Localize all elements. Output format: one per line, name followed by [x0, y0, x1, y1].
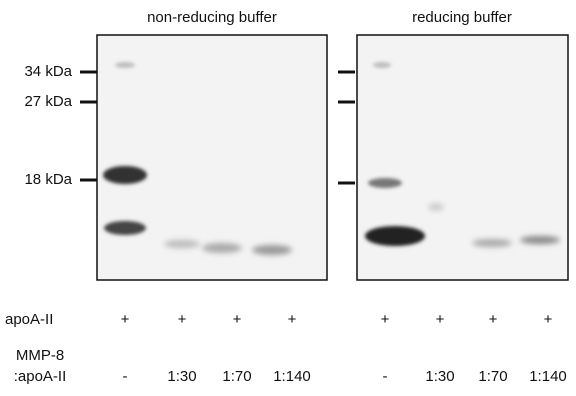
lane-label: 1:70 — [478, 368, 507, 385]
lane-label: + — [489, 311, 498, 328]
panel-title: non-reducing buffer — [147, 9, 277, 26]
lane-label: + — [121, 311, 130, 328]
lane-label: 1:140 — [529, 368, 567, 385]
gel-panel — [97, 35, 327, 280]
lane-label: 1:70 — [222, 368, 251, 385]
marker-label: 27 kDa — [24, 93, 72, 110]
lane-label: + — [288, 311, 297, 328]
lane-labels: + + + + + + + + - 1:30 1:70 1:140 - 1:30 1:70 1:140 — [121, 311, 567, 385]
panel-title: reducing buffer — [412, 9, 512, 26]
lane-label: 1:30 — [167, 368, 196, 385]
lane-label: + — [233, 311, 242, 328]
marker-label: 34 kDa — [24, 63, 72, 80]
lane-label: + — [544, 311, 553, 328]
marker-label: 18 kDa — [24, 171, 72, 188]
lane-label: 1:140 — [273, 368, 311, 385]
lane-label: + — [436, 311, 445, 328]
lane-label: - — [123, 368, 128, 385]
lane-label: + — [381, 311, 390, 328]
lane-label: 1:30 — [425, 368, 454, 385]
row-label: MMP-8 — [16, 347, 64, 364]
row-label: :apoA-II — [14, 368, 67, 385]
lane-label: - — [383, 368, 388, 385]
figure: non-reducing buffer reducing buffer 34 k… — [0, 0, 576, 396]
row-label: apoA-II — [5, 311, 53, 328]
lane-label: + — [178, 311, 187, 328]
